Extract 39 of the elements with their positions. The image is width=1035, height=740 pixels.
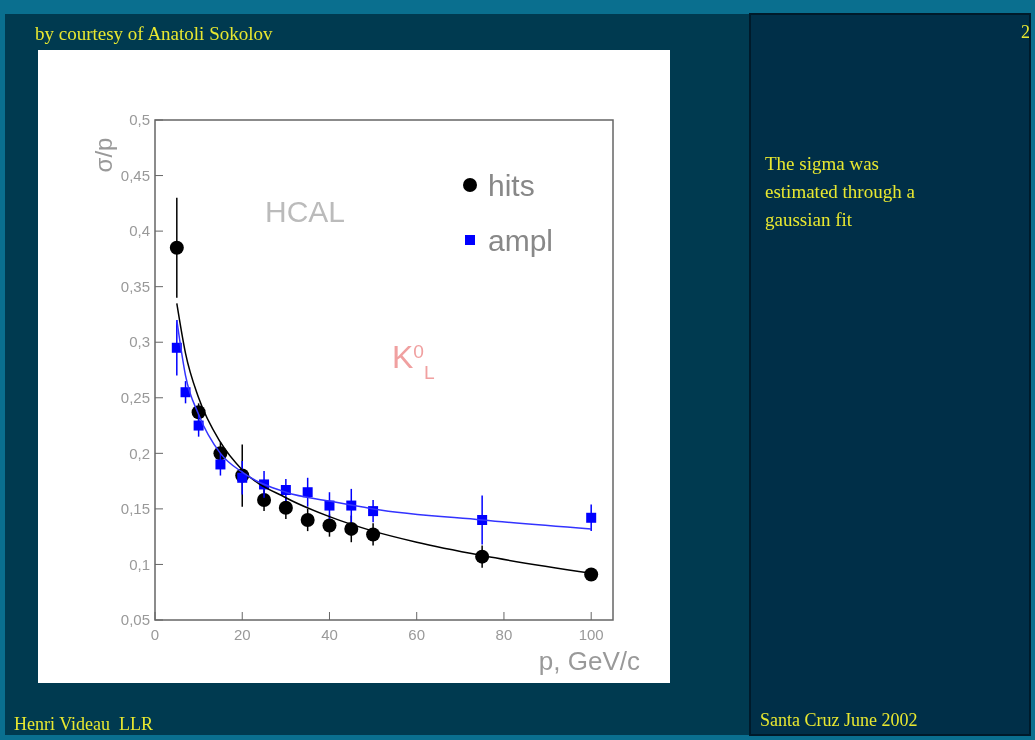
point: [300, 513, 315, 527]
y-tick-label: 0,3: [129, 333, 150, 351]
x-tick-label: 0: [150, 626, 160, 643]
y-tick-label: 0,2: [129, 444, 150, 462]
point: [324, 500, 335, 511]
y-tick-label: 0,15: [120, 500, 150, 518]
y-tick-label: 0,45: [120, 166, 150, 184]
point: [215, 459, 226, 470]
x-tick-label: 80: [495, 626, 513, 643]
x-tick-label: 20: [233, 626, 251, 643]
text: 2: [1021, 22, 1030, 42]
legend-label: ampl: [488, 223, 554, 257]
chart-title: by courtesy of Anatoli Sokolov: [35, 23, 273, 44]
line-series: [176, 319, 592, 530]
x-tick-label: 60: [408, 626, 426, 643]
y-tick-label: 0,4: [129, 222, 150, 240]
point: [584, 567, 599, 582]
point: [193, 420, 204, 431]
point: [169, 240, 184, 255]
point: [257, 493, 272, 507]
text: The sigma was estimated through a gaussian fit: [765, 153, 916, 230]
point: [586, 512, 597, 523]
y-tick-label: 0,5: [129, 111, 150, 129]
y-tick-label: 0,25: [120, 389, 150, 407]
point: [278, 500, 293, 515]
x-tick-label: 40: [321, 626, 338, 643]
point: [322, 518, 337, 533]
text: Santa Cruz June 2002: [760, 710, 918, 730]
point: [302, 487, 313, 498]
legend-label: hits: [488, 168, 535, 202]
x-tick-label: 100: [578, 626, 604, 643]
y-tick-label: 0,1: [129, 555, 150, 573]
point: [237, 472, 248, 483]
y-tick-label: 0,35: [120, 277, 150, 295]
x-axis-title: p, GeV/c: [538, 646, 640, 676]
y-axis-title: σ/p: [90, 137, 117, 173]
annotation: HCAL: [265, 195, 346, 228]
text: Henri Videau LLR: [14, 714, 154, 734]
y-tick-label: 0,05: [120, 611, 150, 629]
